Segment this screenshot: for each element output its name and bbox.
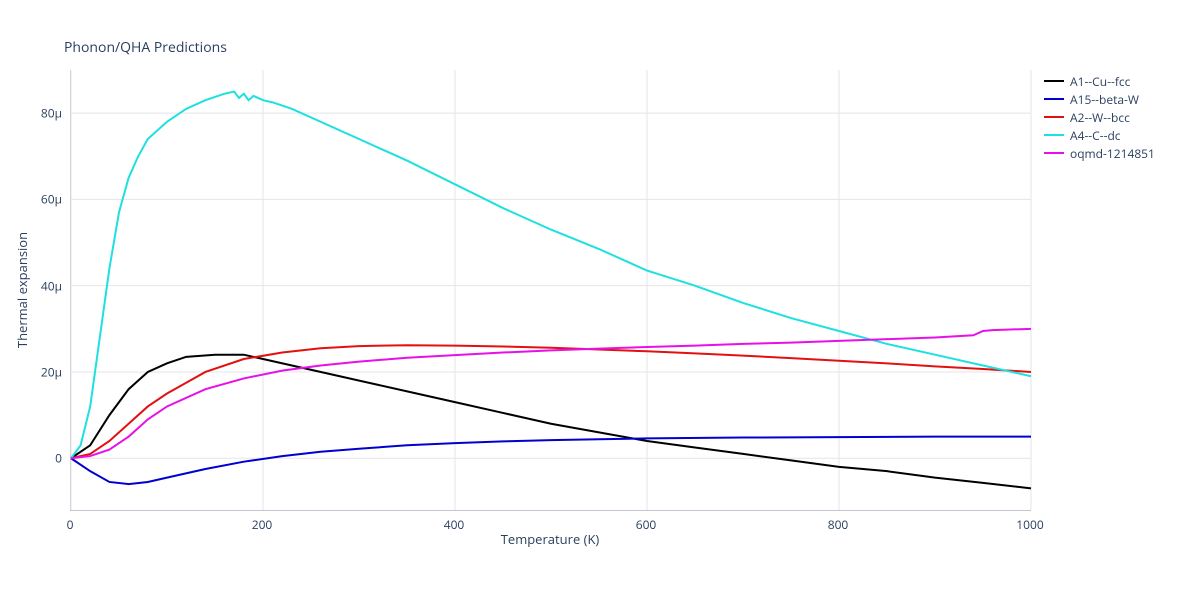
- legend-label: A15--beta-W: [1070, 91, 1139, 108]
- y-tick-label: 40μ: [22, 277, 62, 294]
- legend: A1--Cu--fccA15--beta-WA2--W--bccA4--C--d…: [1044, 72, 1155, 162]
- legend-item[interactable]: oqmd-1214851: [1044, 144, 1155, 162]
- y-tick-label: 60μ: [22, 191, 62, 208]
- legend-item[interactable]: A15--beta-W: [1044, 90, 1155, 108]
- y-tick-label: 20μ: [22, 363, 62, 380]
- legend-swatch: [1044, 98, 1064, 100]
- chart-container: Phonon/QHA Predictions Thermal expansion…: [0, 0, 1200, 600]
- x-axis-label: Temperature (K): [70, 530, 1030, 548]
- legend-swatch: [1044, 134, 1064, 136]
- legend-label: A2--W--bcc: [1070, 109, 1130, 126]
- plot-area[interactable]: [70, 70, 1031, 511]
- series-line[interactable]: [71, 345, 1031, 458]
- legend-item[interactable]: A4--C--dc: [1044, 126, 1155, 144]
- legend-label: A4--C--dc: [1070, 127, 1121, 144]
- legend-label: A1--Cu--fcc: [1070, 73, 1130, 90]
- legend-swatch: [1044, 152, 1064, 154]
- legend-swatch: [1044, 116, 1064, 118]
- series-line[interactable]: [71, 355, 1031, 489]
- y-tick-label: 0: [22, 450, 62, 467]
- chart-title: Phonon/QHA Predictions: [64, 38, 227, 57]
- legend-item[interactable]: A1--Cu--fcc: [1044, 72, 1155, 90]
- legend-label: oqmd-1214851: [1070, 145, 1155, 162]
- y-tick-label: 80μ: [22, 105, 62, 122]
- legend-swatch: [1044, 80, 1064, 82]
- series-line[interactable]: [71, 92, 1031, 459]
- legend-item[interactable]: A2--W--bcc: [1044, 108, 1155, 126]
- series-line[interactable]: [71, 437, 1031, 484]
